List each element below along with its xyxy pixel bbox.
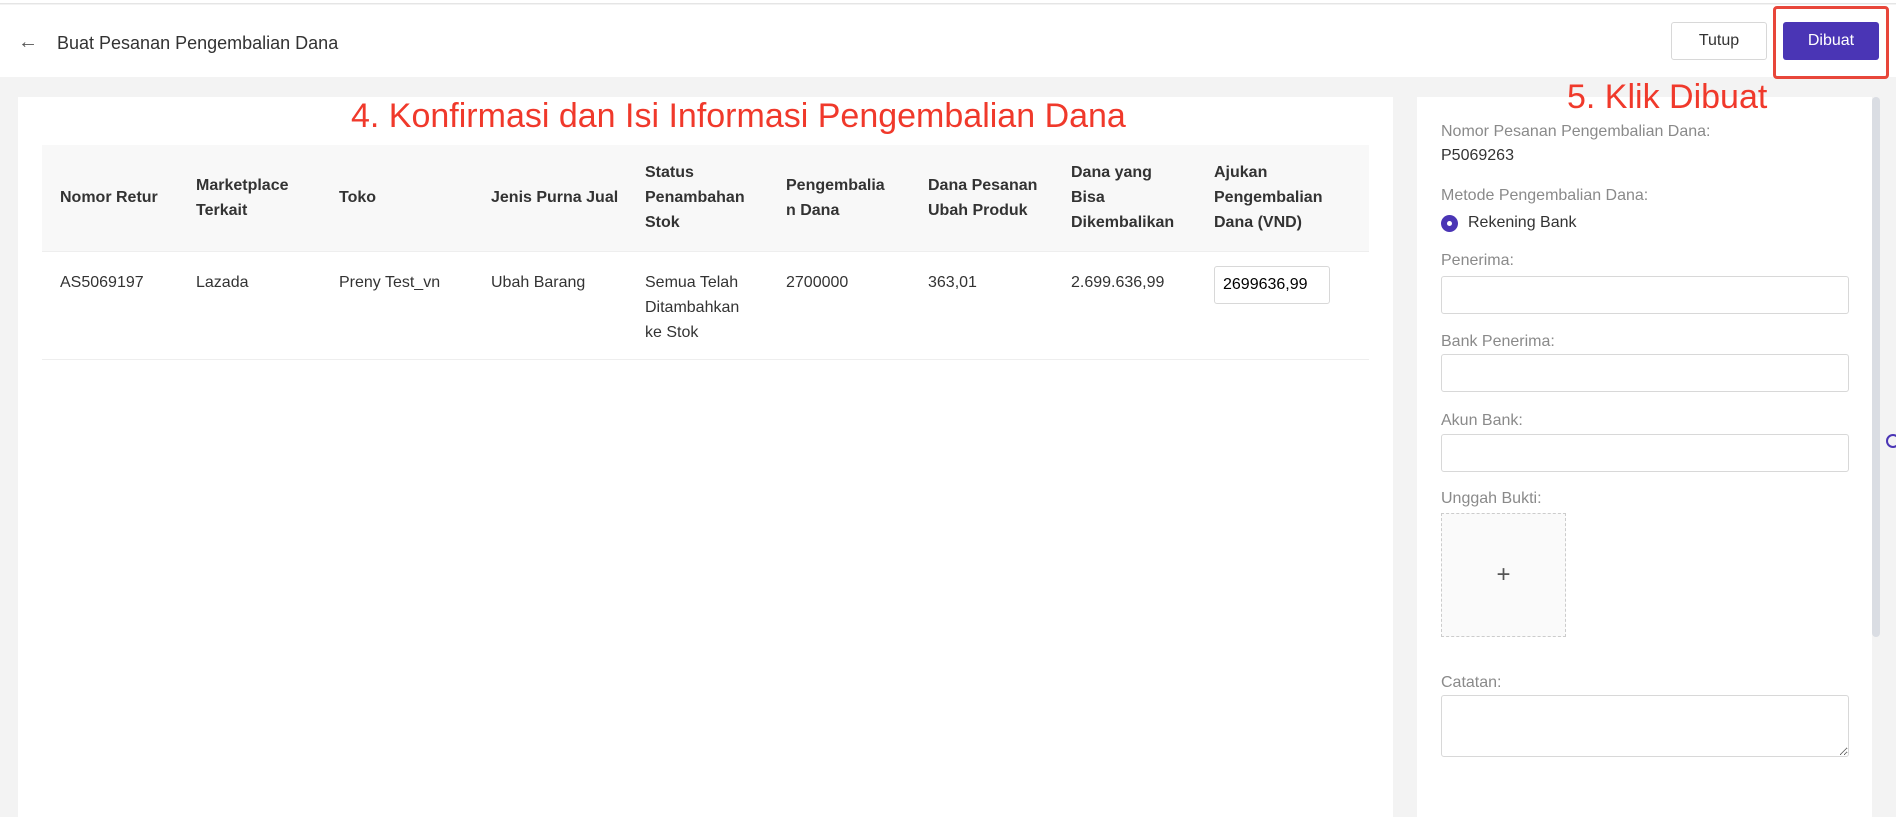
upload-label: Unggah Bukti: xyxy=(1441,490,1542,507)
recipient-label: Penerima: xyxy=(1441,252,1514,269)
radio-selected-icon[interactable] xyxy=(1441,214,1458,232)
return-number: AS5069197 xyxy=(42,251,178,360)
top-border xyxy=(0,0,1896,4)
page-header: ← Buat Pesanan Pengembalian Dana Tutup D… xyxy=(0,5,1896,77)
col-header: Nomor Retur xyxy=(42,145,178,252)
change-product-amount: 363,01 xyxy=(910,251,1053,360)
col-header: Dana Pesanan Ubah Produk xyxy=(910,145,1053,252)
refund-form-panel: Nomor Pesanan Pengembalian Dana: P506926… xyxy=(1417,97,1872,817)
col-header: Ajukan Pengembalian Dana (VND) xyxy=(1196,145,1369,252)
col-header: Dana yang Bisa Dikembalikan xyxy=(1053,145,1196,252)
col-header: Status Penambahan Stok xyxy=(627,145,768,252)
bank-input[interactable] xyxy=(1441,354,1849,392)
marketplace: Lazada xyxy=(178,251,321,360)
account-input[interactable] xyxy=(1441,434,1849,472)
after-sale-type: Ubah Barang xyxy=(473,251,627,360)
col-header: Pengembalia n Dana xyxy=(768,145,910,252)
refund-amount: 2700000 xyxy=(768,251,910,360)
method-option-label: Rekening Bank xyxy=(1468,214,1577,231)
col-header: Marketplace Terkait xyxy=(178,145,321,252)
close-button[interactable]: Tutup xyxy=(1671,22,1767,60)
back-arrow-icon[interactable]: ← xyxy=(18,31,38,53)
store: Preny Test_vn xyxy=(321,251,473,360)
step4-annotation: 4. Konfirmasi dan Isi Informasi Pengemba… xyxy=(351,97,1126,135)
create-button[interactable]: Dibuat xyxy=(1783,22,1879,60)
method-radio-bank[interactable]: Rekening Bank xyxy=(1441,214,1577,232)
notes-textarea[interactable] xyxy=(1441,695,1849,757)
notes-label: Catatan: xyxy=(1441,674,1502,691)
refundable-amount: 2.699.636,99 xyxy=(1053,251,1196,360)
order-no-label: Nomor Pesanan Pengembalian Dana: xyxy=(1441,123,1711,140)
col-header: Toko xyxy=(321,145,473,252)
refund-table-panel: Nomor Retur Marketplace Terkait Toko Jen… xyxy=(18,97,1393,817)
refund-table: Nomor Retur Marketplace Terkait Toko Jen… xyxy=(42,145,1369,360)
account-label: Akun Bank: xyxy=(1441,412,1523,429)
scrollbar[interactable] xyxy=(1872,97,1880,637)
refund-request-input[interactable] xyxy=(1214,265,1330,304)
step5-annotation: 5. Klik Dibuat xyxy=(1567,78,1768,116)
method-label: Metode Pengembalian Dana: xyxy=(1441,187,1649,204)
highlight-box xyxy=(1773,6,1889,79)
order-no-value: P5069263 xyxy=(1441,147,1514,164)
plus-icon: + xyxy=(1496,561,1511,588)
table-row: AS5069197 Lazada Preny Test_vn Ubah Bara… xyxy=(42,251,1369,360)
page-title: Buat Pesanan Pengembalian Dana xyxy=(57,33,339,53)
col-header: Jenis Purna Jual xyxy=(473,145,627,252)
bank-label: Bank Penerima: xyxy=(1441,333,1555,350)
upload-proof-button[interactable]: + xyxy=(1441,513,1566,637)
recipient-input[interactable] xyxy=(1441,276,1849,314)
floating-circle-icon[interactable] xyxy=(1886,434,1896,448)
stock-status: Semua Telah Ditambahkan ke Stok xyxy=(627,251,768,360)
